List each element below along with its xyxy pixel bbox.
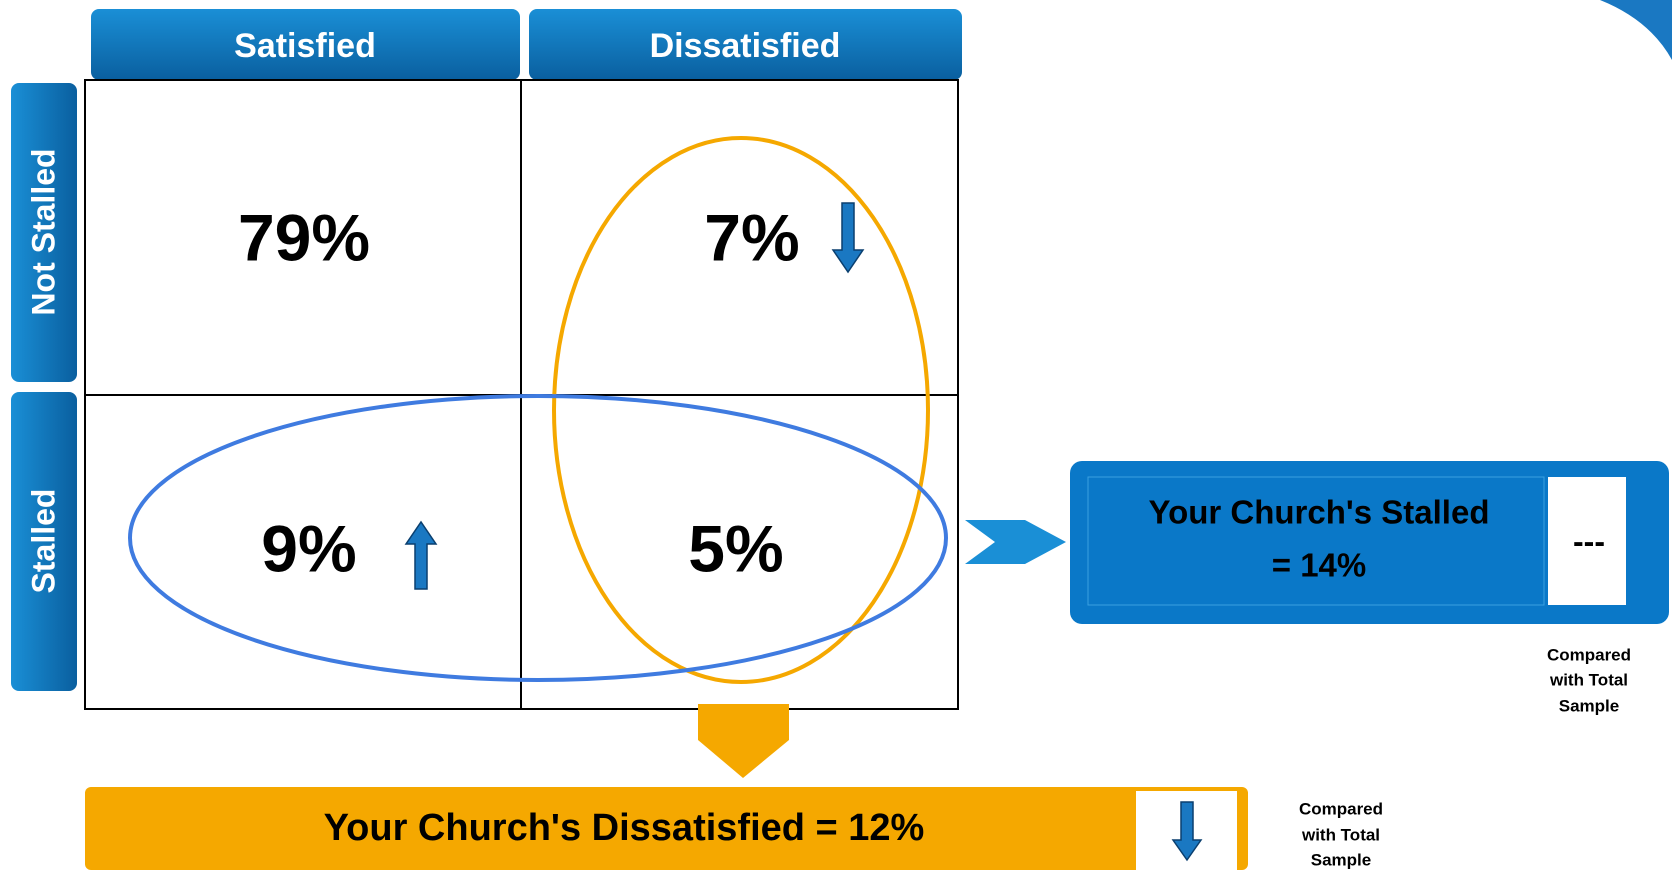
down-arrow: [831, 202, 865, 274]
column-header: Satisfied: [234, 27, 376, 65]
comparison-box: [1548, 477, 1626, 605]
note: with Total: [1549, 670, 1628, 689]
cell-value: 9%: [261, 511, 356, 585]
down-arrow: [1171, 801, 1203, 862]
row-header-box: [11, 392, 77, 691]
row-header: Stalled: [25, 489, 61, 594]
stalled-inner: [1087, 476, 1545, 606]
note: Sample: [1311, 850, 1371, 869]
up-arrow: [404, 520, 438, 590]
dissatisfied-ellipse: [552, 136, 930, 684]
down-chevron: [698, 704, 789, 778]
row-header-box: [11, 83, 77, 382]
corner-decoration: [1600, 0, 1672, 60]
cell-value: 7%: [704, 200, 799, 274]
note: Sample: [1559, 696, 1619, 715]
row-header: Not Stalled: [25, 148, 61, 315]
right-chevron: [965, 520, 1066, 564]
comparison: ---: [1573, 523, 1605, 559]
cell-value: 5%: [688, 511, 783, 585]
column-header-box: [529, 9, 962, 80]
stalled-text: Your Church's Stalled: [1149, 494, 1490, 531]
stalled-ellipse: [128, 394, 948, 682]
note: with Total: [1301, 825, 1380, 844]
note: Compared: [1547, 645, 1631, 664]
note: Compared: [1299, 799, 1383, 818]
cell-value: 79%: [238, 200, 370, 274]
dissatisfied-box: [85, 787, 1248, 870]
dissatisfied-text: Your Church's Dissatisfied = 12%: [324, 807, 925, 849]
column-header-box: [91, 9, 520, 80]
stalled-text: = 14%: [1272, 547, 1367, 584]
column-header: Dissatisfied: [650, 27, 841, 65]
